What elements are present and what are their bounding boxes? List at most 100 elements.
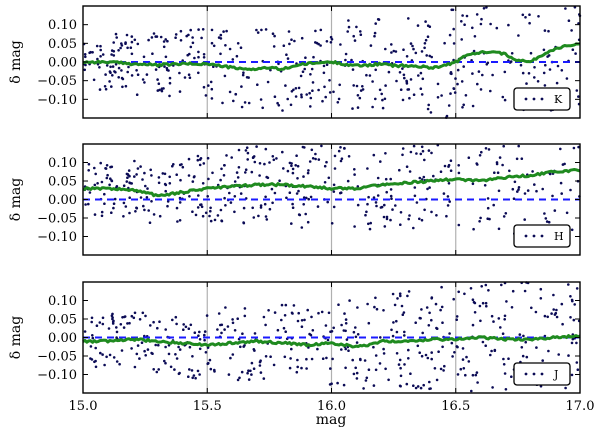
data-point: [178, 163, 182, 167]
data-point: [303, 67, 307, 71]
data-point: [99, 351, 102, 355]
data-point: [308, 332, 311, 336]
data-point: [378, 88, 382, 92]
data-point: [197, 71, 200, 75]
data-point: [271, 32, 275, 35]
data-point: [285, 53, 288, 56]
data-point: [356, 94, 360, 97]
data-point: [347, 25, 351, 29]
data-point: [569, 316, 572, 319]
data-point: [278, 179, 281, 182]
data-point: [482, 7, 486, 10]
data-point: [307, 169, 310, 172]
data-point: [352, 330, 356, 334]
data-point: [363, 359, 367, 362]
data-point: [401, 147, 405, 150]
data-point: [461, 106, 464, 109]
data-point: [426, 35, 430, 38]
data-point: [83, 53, 87, 56]
data-point: [267, 309, 270, 312]
data-point: [364, 213, 367, 217]
data-point: [577, 95, 580, 98]
data-point: [156, 78, 159, 81]
data-point: [223, 328, 226, 331]
data-point: [516, 190, 519, 193]
data-point: [327, 176, 331, 180]
data-point: [372, 345, 375, 349]
data-point: [141, 311, 145, 315]
data-point: [392, 321, 395, 324]
data-point: [493, 348, 497, 352]
data-point: [213, 218, 217, 222]
y-tick-label: −0.05: [37, 350, 77, 365]
data-point: [310, 148, 314, 152]
data-point: [297, 189, 300, 193]
data-point: [426, 356, 430, 360]
data-point: [155, 35, 159, 38]
data-point: [177, 372, 181, 376]
data-point: [454, 77, 457, 80]
data-point: [502, 357, 505, 361]
data-point: [553, 209, 557, 212]
data-point: [528, 21, 531, 25]
data-point: [108, 80, 111, 83]
data-point: [571, 48, 575, 51]
data-point: [112, 319, 115, 323]
data-point: [577, 22, 580, 25]
data-point: [416, 24, 420, 27]
y-tick-label: 0.00: [48, 331, 77, 346]
data-point: [306, 171, 310, 175]
data-point: [471, 104, 475, 108]
panel-H: 0.10 0.05 0.00 −0.05 −0.10 δ mag H: [8, 143, 581, 256]
data-point: [555, 315, 559, 319]
data-point: [399, 374, 403, 378]
data-point: [297, 86, 301, 90]
data-point: [158, 320, 161, 324]
data-point: [337, 97, 341, 101]
data-point: [175, 206, 179, 210]
data-point: [201, 182, 205, 185]
data-point: [133, 159, 136, 163]
legend-marker: [524, 234, 528, 238]
data-point: [166, 200, 170, 203]
data-point: [259, 206, 263, 209]
data-point: [259, 371, 263, 374]
data-point: [420, 354, 424, 358]
data-point: [450, 8, 454, 12]
data-point: [524, 340, 527, 344]
data-point: [99, 48, 102, 52]
data-point: [429, 111, 433, 114]
data-point: [408, 96, 411, 100]
data-point: [143, 171, 146, 175]
data-point: [399, 294, 402, 298]
data-point: [288, 191, 292, 194]
y-tick-label: −0.10: [37, 368, 77, 383]
data-point: [423, 208, 426, 212]
data-point: [421, 149, 425, 153]
data-point: [358, 96, 362, 100]
data-point: [423, 158, 426, 162]
y-tick-label: 0.10: [48, 294, 77, 309]
data-point: [240, 370, 244, 374]
data-point: [552, 293, 555, 297]
data-point: [389, 218, 392, 222]
data-point: [130, 182, 133, 185]
data-point: [534, 310, 538, 314]
data-point: [250, 361, 254, 365]
data-point: [426, 187, 429, 191]
y-tick-label: 0.00: [48, 193, 77, 208]
data-point: [461, 358, 465, 361]
data-point: [284, 303, 288, 307]
data-point: [422, 175, 426, 179]
data-point: [428, 380, 431, 384]
data-point: [122, 201, 126, 205]
data-point: [564, 7, 567, 10]
data-point: [167, 352, 171, 356]
data-point: [288, 42, 291, 46]
data-point: [478, 304, 482, 308]
data-point: [480, 150, 483, 154]
data-point: [577, 145, 580, 149]
data-point: [421, 331, 425, 335]
data-point: [345, 338, 349, 341]
data-point: [380, 205, 384, 209]
